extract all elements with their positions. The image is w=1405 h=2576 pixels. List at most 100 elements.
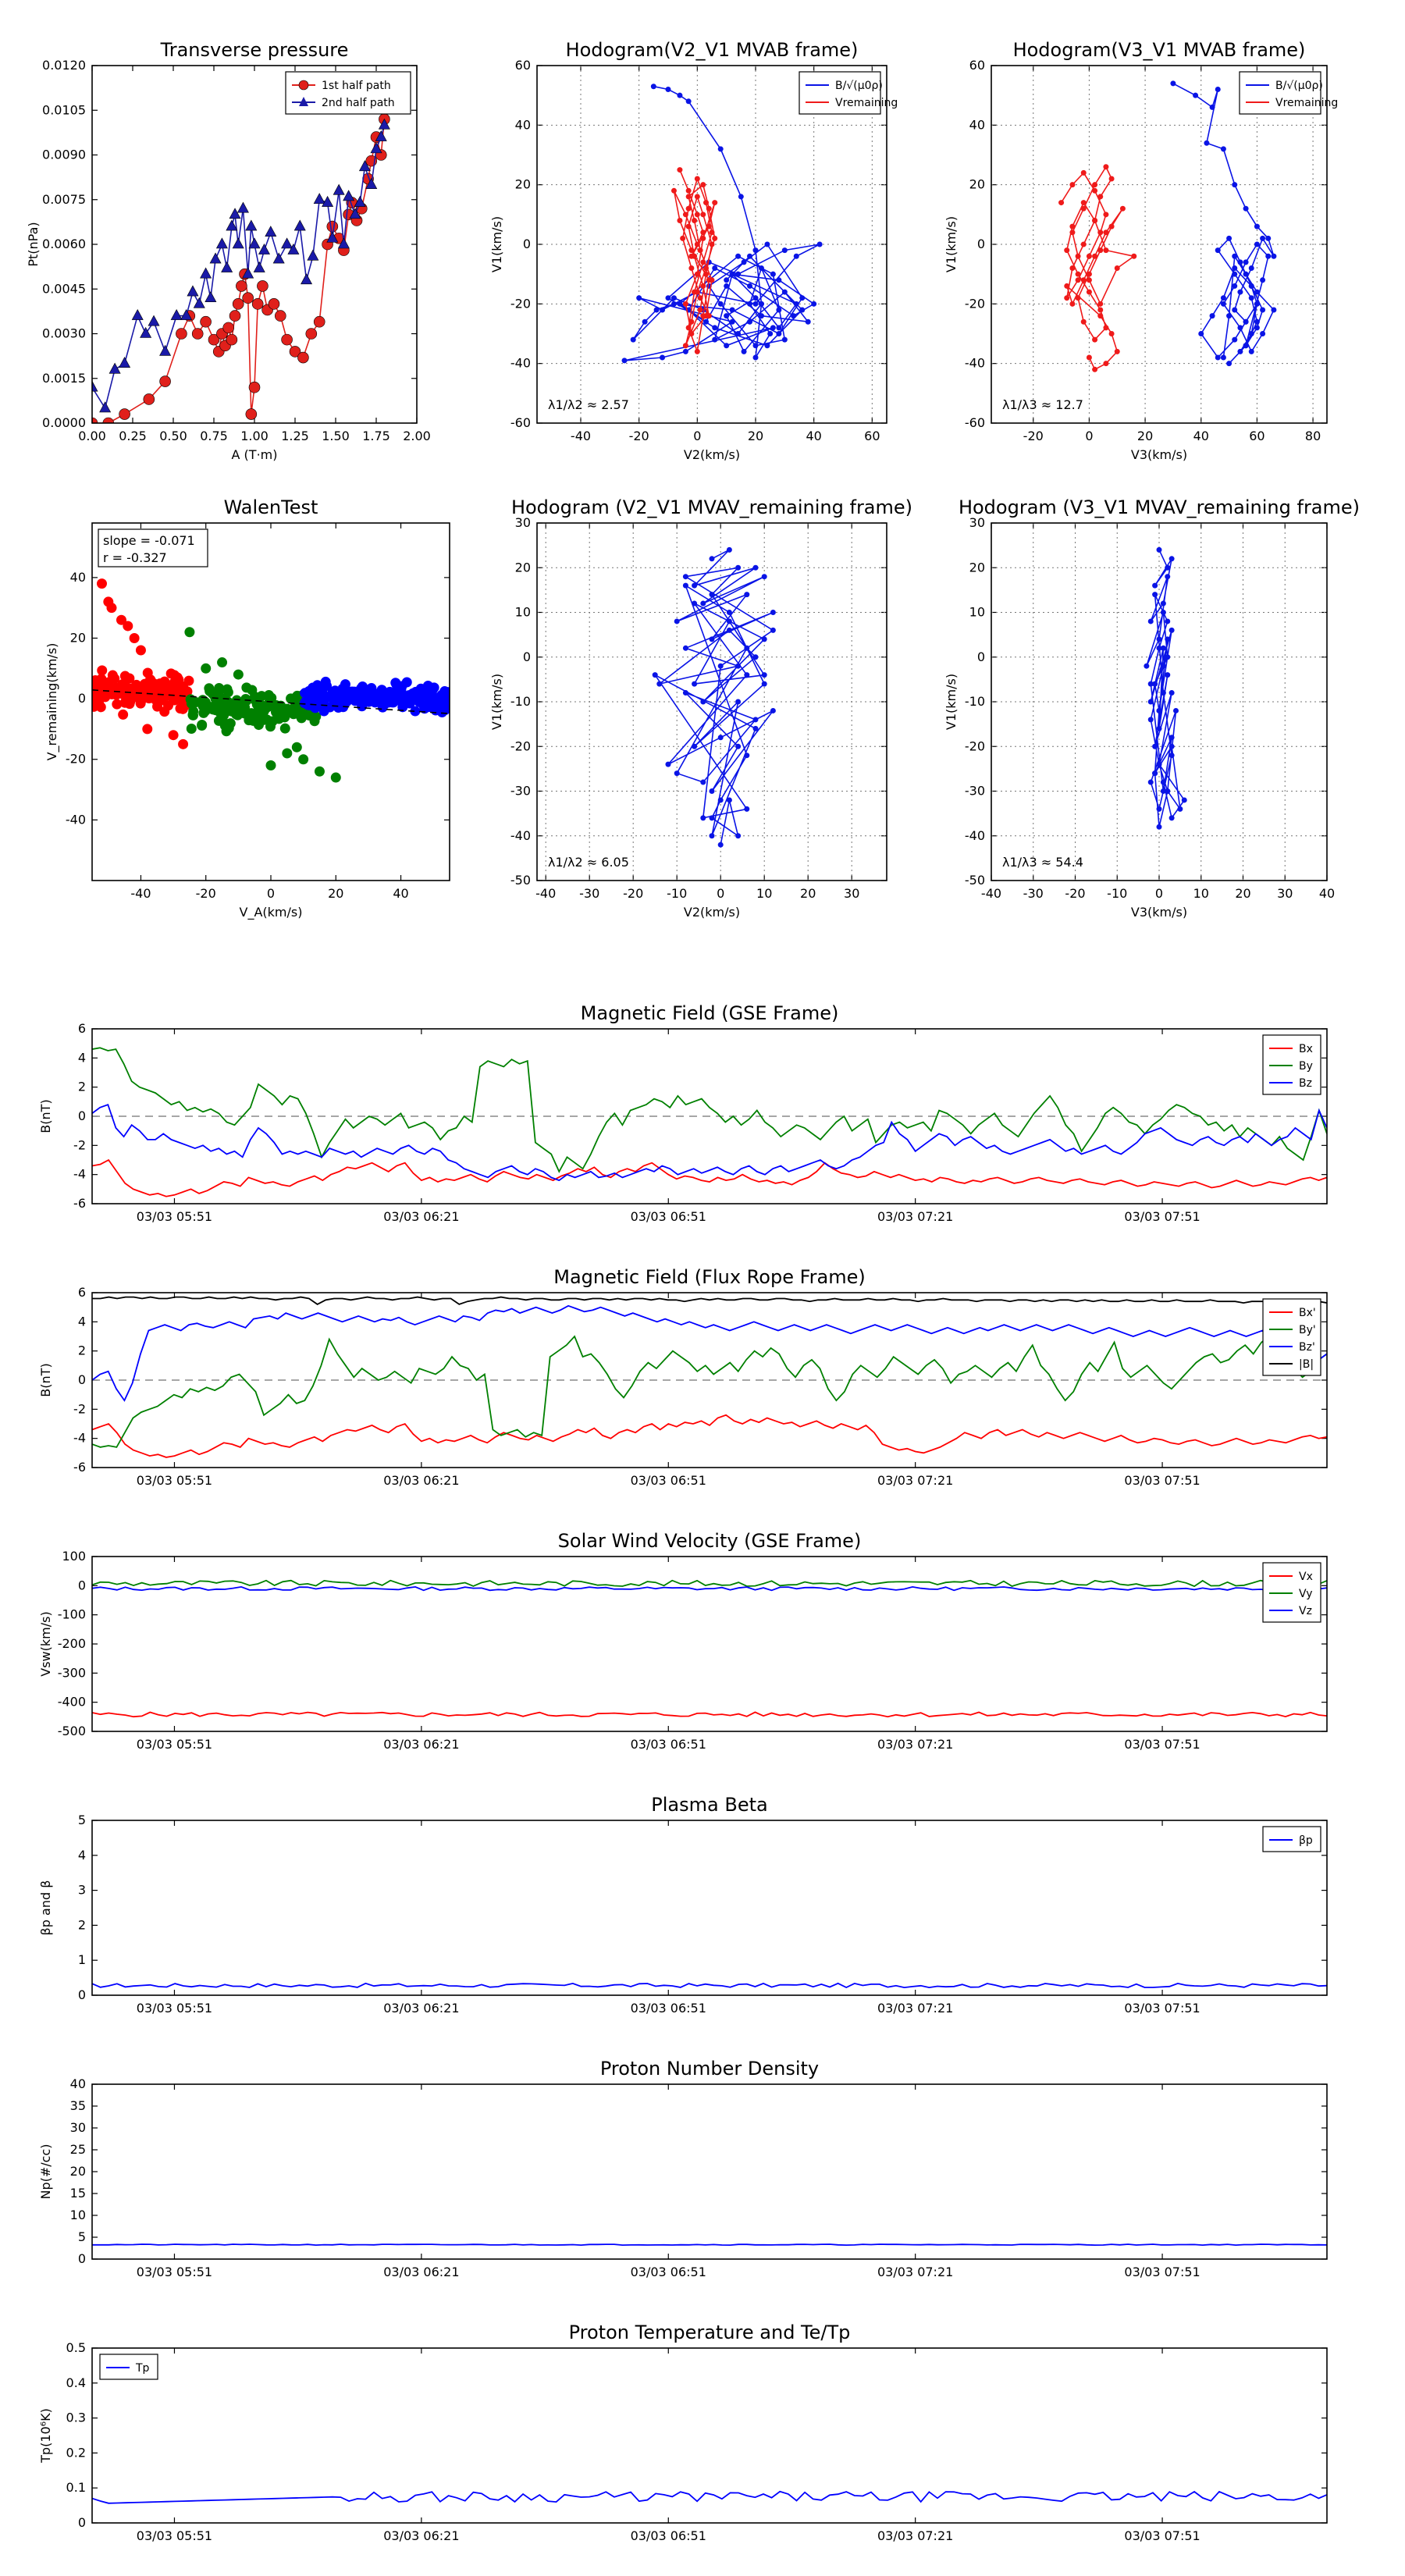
data-point [366,683,377,694]
data-point [799,307,806,313]
y-tick-label: 0.0060 [42,237,86,251]
y-tick-label: -400 [58,1695,86,1710]
x-axis-label: A (T·m) [232,447,278,462]
x-tick-label: 0.75 [200,429,228,443]
x-tick-label: 03/03 06:51 [631,1209,706,1224]
data-point [1147,717,1154,723]
y-tick-label: 30 [70,2120,86,2135]
x-tick-label: 80 [1305,429,1321,443]
data-point [674,770,680,777]
data-point [165,668,176,679]
series-line-|B| [92,1296,1327,1305]
data-point [758,265,764,272]
data-point [148,315,160,326]
y-tick-label: -30 [510,784,531,799]
data-point [117,688,128,699]
data-point [226,219,238,231]
data-point [290,699,301,710]
data-point [313,193,325,205]
data-point [692,289,698,295]
data-point [688,247,695,254]
y-tick-label: -40 [510,356,531,371]
data-point [151,690,162,701]
data-point [621,358,628,364]
x-tick-label: 20 [1137,429,1153,443]
x-tick-label: 1.75 [362,429,390,443]
x-axis-label: V_A(km/s) [240,905,303,920]
data-point [176,328,187,340]
data-point [1243,318,1249,325]
data-point [685,98,692,105]
data-point [1232,253,1238,259]
data-point [354,195,366,207]
data-point [747,301,753,307]
y-tick-label: 40 [70,570,86,585]
legend-label: Vremaining [835,97,898,109]
data-point [439,686,450,697]
data-point [178,738,189,749]
data-point [1075,277,1081,283]
data-point [682,343,688,349]
legend: Bx' By' Bz' |B| [1262,1298,1321,1376]
data-point [168,730,179,741]
data-point [1086,277,1092,283]
y-tick-label: -20 [965,296,985,311]
legend: B/√(μ0ρ) Vremaining [1239,71,1338,115]
data-point [1092,366,1098,372]
data-point [109,673,120,684]
data-point [747,283,753,289]
data-point [159,706,170,717]
data-point [630,336,636,343]
data-point [1069,301,1076,307]
data-point [656,681,663,687]
y-tick-label: -2 [73,1401,86,1416]
data-point [1152,770,1158,777]
x-tick-label: -20 [1023,429,1044,443]
data-point [729,307,735,313]
data-point [735,253,742,259]
data-point [117,679,128,690]
data-point [1232,307,1238,313]
data-point [735,663,742,669]
data-point [726,546,732,553]
chart-title: Proton Number Density [600,2058,819,2080]
data-point [776,307,782,313]
data-point [677,217,683,223]
data-point [703,318,710,325]
data-point [92,380,98,392]
data-point [265,760,276,771]
data-point [752,725,759,731]
series-line-Vz [92,1585,1327,1592]
data-point [1131,253,1137,259]
data-point [1069,182,1076,188]
data-point [694,176,700,182]
data-point [697,247,703,254]
data-point [685,205,692,212]
data-point [682,212,688,218]
data-point [1160,690,1166,696]
data-point [1237,325,1243,331]
y-tick-label: -30 [965,784,985,799]
data-point [1103,361,1109,367]
plot-area [92,1296,1327,1458]
fit-annotation: r = -0.327 [103,550,167,565]
data-point [700,259,706,265]
data-point [429,682,439,693]
eigenvalue-ratio: λ1/λ2 ≈ 2.57 [548,397,629,412]
data-point [229,310,241,322]
data-point [229,208,241,219]
data-point [1260,307,1266,313]
data-point [712,336,718,343]
x-tick-label: -40 [130,886,151,901]
data-point [1160,663,1166,669]
data-point [297,351,309,364]
x-tick-label: 40 [1193,429,1209,443]
data-point [1173,707,1179,713]
x-tick-label: 03/03 06:21 [383,2001,459,2016]
y-tick-label: 6 [78,1285,86,1300]
data-point [692,253,698,259]
data-point [249,691,260,702]
data-point [271,699,282,710]
chart-h4: Hodogram (V3_V1 MVAV_remaining frame) -40… [944,496,1360,920]
